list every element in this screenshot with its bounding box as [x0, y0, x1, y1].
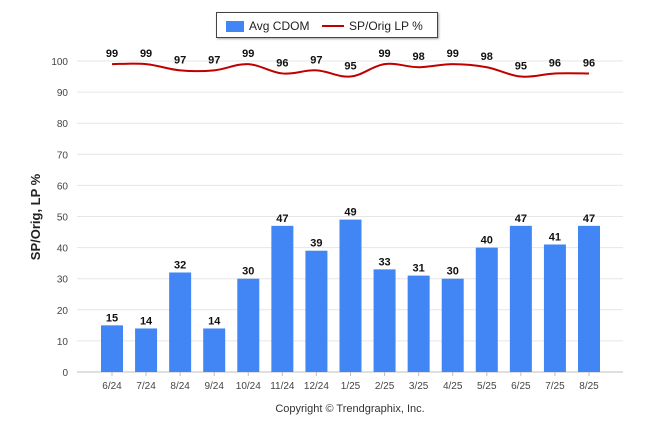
line-data-label: 96	[583, 57, 595, 69]
line-data-labels: 99 99 97 97 99 96 97 95 99 98 99 98 95 96 96	[106, 48, 595, 72]
line-data-label: 99	[140, 48, 152, 60]
bar	[373, 269, 396, 372]
x-tick-label: 1/25	[341, 381, 361, 392]
bar	[305, 250, 328, 372]
line-data-label: 98	[413, 51, 425, 63]
line-data-label: 99	[447, 48, 459, 60]
x-tick-label: 12/24	[304, 381, 329, 392]
bar-data-label: 47	[583, 213, 595, 225]
x-tick-label: 2/25	[375, 381, 395, 392]
y-tick-label: 80	[57, 119, 69, 130]
legend-line-swatch	[322, 25, 344, 27]
x-tick-label: 10/24	[236, 381, 261, 392]
line-series	[111, 62, 590, 78]
line-data-label: 98	[481, 51, 493, 63]
bar	[407, 275, 430, 372]
line-data-label: 99	[378, 48, 390, 60]
y-tick-label: 0	[62, 368, 68, 379]
y-tick-label: 60	[57, 181, 69, 192]
x-tick-label: 11/24	[270, 381, 295, 392]
y-tick-label: 100	[51, 57, 68, 68]
bar-data-label: 32	[174, 259, 186, 271]
bar	[135, 328, 158, 372]
bar-data-label: 49	[344, 207, 356, 219]
legend: Avg CDOM SP/Orig LP %	[216, 12, 438, 38]
x-tick-label: 7/25	[545, 381, 565, 392]
legend-item-bar[interactable]: Avg CDOM	[226, 19, 309, 33]
x-tick-label: 9/24	[204, 381, 224, 392]
bar-data-label: 40	[481, 235, 493, 247]
bar-data-label: 30	[242, 266, 254, 278]
legend-item-line[interactable]: SP/Orig LP %	[322, 19, 423, 33]
bar	[578, 225, 600, 372]
y-tick-label: 70	[57, 150, 69, 161]
bar	[169, 272, 192, 372]
y-tick-label: 90	[57, 88, 69, 99]
bar-data-label: 47	[276, 213, 288, 225]
y-tick-label: 30	[57, 275, 69, 286]
bar-data-label: 41	[549, 231, 561, 243]
x-tick-label: 4/25	[443, 381, 463, 392]
bar-data-label: 31	[413, 263, 425, 275]
bar-series	[101, 219, 600, 372]
y-tick-label: 50	[57, 213, 69, 224]
x-tick-label: 8/24	[170, 381, 190, 392]
x-tick-label: 8/25	[579, 381, 599, 392]
legend-line-label: SP/Orig LP %	[349, 19, 423, 33]
y-tick-label: 20	[57, 306, 69, 317]
y-tick-label: 40	[57, 244, 69, 255]
line-data-label: 99	[242, 48, 254, 60]
bar-data-labels: 15 14 32 14 30 47 39 49 33 31 30 40 47 41 47	[106, 207, 595, 328]
bar	[475, 247, 498, 372]
legend-bar-swatch	[226, 20, 244, 32]
x-tick-label: 6/25	[511, 381, 531, 392]
line-data-label: 95	[344, 61, 356, 73]
line-data-label: 96	[549, 57, 561, 69]
bar	[101, 325, 123, 372]
bar	[543, 244, 566, 372]
y-axis-ticks: 0 10 20 30 40 50 60 70 80 90 100	[51, 57, 68, 379]
bar-data-label: 47	[515, 213, 527, 225]
legend-bar-label: Avg CDOM	[249, 19, 310, 33]
line-data-label: 99	[106, 48, 118, 60]
bar-data-label: 39	[310, 238, 322, 250]
copyright-text: Copyright © Trendgraphix, Inc.	[275, 403, 425, 415]
y-axis-title: SP/Orig, LP %	[28, 173, 43, 260]
bar-data-label: 14	[208, 315, 221, 327]
line-data-label: 96	[276, 57, 288, 69]
bar-data-label: 33	[378, 256, 390, 268]
bar-data-label: 30	[447, 266, 459, 278]
line-data-label: 97	[208, 54, 220, 66]
line-data-label: 97	[174, 54, 186, 66]
bar	[203, 328, 226, 372]
y-tick-label: 10	[57, 337, 69, 348]
line-data-label: 95	[515, 61, 527, 73]
x-tick-label: 7/24	[136, 381, 156, 392]
bar-data-label: 15	[106, 312, 118, 324]
x-axis-ticks: 6/24 7/24 8/24 9/24 10/24 11/24 12/24 1/25 2/25 3…	[102, 372, 599, 392]
x-tick-label: 5/25	[477, 381, 497, 392]
x-tick-label: 3/25	[409, 381, 429, 392]
bar	[237, 278, 260, 372]
bar-data-label: 14	[140, 315, 153, 327]
bar	[271, 225, 294, 372]
bar	[441, 278, 464, 372]
x-tick-label: 6/24	[102, 381, 122, 392]
bar	[509, 225, 532, 372]
bar	[339, 219, 362, 372]
line-data-label: 97	[310, 54, 322, 66]
